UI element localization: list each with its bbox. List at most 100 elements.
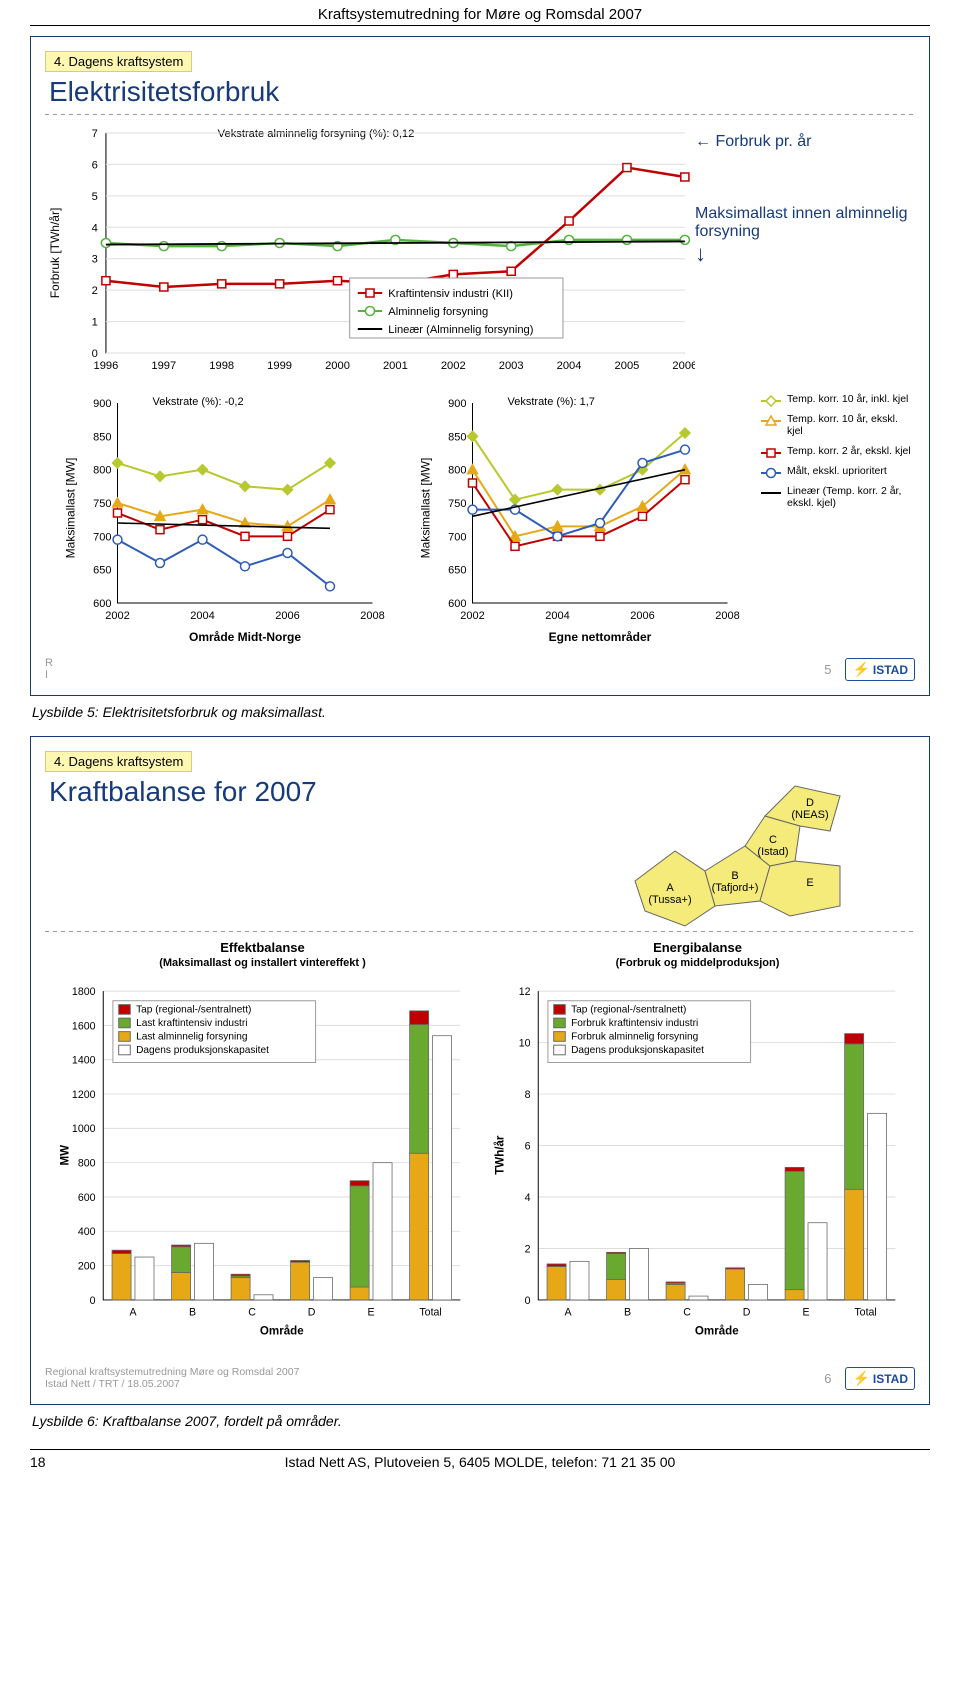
slide1-tag: 4. Dagens kraftsystem (45, 51, 192, 72)
svg-text:1998: 1998 (209, 360, 234, 372)
caption-6: Lysbilde 6: Kraftbalanse 2007, fordelt p… (32, 1413, 930, 1429)
annot-maksimallast: Maksimallast innen alminnelig forsyning … (695, 205, 915, 267)
slide1-title: Elektrisitetsforbruk (49, 76, 915, 108)
svg-text:12: 12 (519, 986, 531, 998)
svg-text:2004: 2004 (557, 360, 582, 372)
istad-logo-2: ⚡ISTAD (845, 1367, 915, 1390)
doc-header: Kraftsystemutredning for Møre og Romsdal… (30, 0, 930, 26)
svg-text:650: 650 (448, 565, 466, 577)
istad-logo: ⚡ISTAD (845, 658, 915, 681)
svg-text:Dagens produksjonskapasitet: Dagens produksjonskapasitet (571, 1045, 704, 1056)
svg-text:B: B (731, 870, 738, 882)
svg-text:Last alminnelig forsyning: Last alminnelig forsyning (136, 1031, 247, 1042)
svg-text:Tap (regional-/sentralnett): Tap (regional-/sentralnett) (136, 1004, 251, 1015)
svg-text:Maksimallast [MW]: Maksimallast [MW] (64, 458, 78, 559)
mini-chart-left: Vekstrate (%): -0,2Maksimallast [MW]6006… (45, 393, 400, 653)
svg-text:Last kraftintensiv industri: Last kraftintensiv industri (136, 1018, 247, 1029)
svg-text:600: 600 (93, 598, 111, 610)
right-sub: (Forbruk og middelproduksjon) (490, 957, 905, 969)
svg-text:Alminnelig forsyning: Alminnelig forsyning (388, 306, 488, 318)
svg-text:800: 800 (93, 465, 111, 477)
svg-text:2002: 2002 (460, 610, 484, 622)
slide2-tag: 4. Dagens kraftsystem (45, 751, 192, 772)
svg-text:200: 200 (78, 1260, 96, 1272)
svg-text:750: 750 (448, 498, 466, 510)
svg-text:2: 2 (92, 285, 98, 297)
svg-text:1999: 1999 (267, 360, 292, 372)
f1b: I (45, 669, 48, 681)
svg-text:2005: 2005 (615, 360, 640, 372)
svg-text:Egne nettområder: Egne nettområder (549, 630, 652, 644)
svg-text:Maksimallast [MW]: Maksimallast [MW] (419, 458, 433, 559)
slide2-num: 6 (824, 1371, 831, 1386)
svg-text:(Tafjord+): (Tafjord+) (712, 882, 759, 894)
svg-text:Område: Område (260, 1326, 304, 1338)
slide2-title: Kraftbalanse for 2007 (49, 776, 615, 808)
svg-text:Område Midt-Norge: Område Midt-Norge (189, 630, 301, 644)
region-map: A(Tussa+)B(Tafjord+)C(Istad)D(NEAS)E (615, 751, 915, 931)
svg-text:1600: 1600 (72, 1020, 96, 1032)
svg-text:C: C (769, 834, 777, 846)
svg-text:Tap (regional-/sentralnett): Tap (regional-/sentralnett) (571, 1004, 686, 1015)
svg-text:E: E (803, 1306, 810, 1318)
svg-text:Dagens produksjonskapasitet: Dagens produksjonskapasitet (136, 1045, 269, 1056)
page-number: 18 (30, 1454, 70, 1470)
page-footer: 18 Istad Nett AS, Plutoveien 5, 6405 MOL… (30, 1449, 930, 1470)
svg-text:0: 0 (525, 1295, 531, 1307)
svg-text:2002: 2002 (105, 610, 129, 622)
svg-text:2006: 2006 (630, 610, 654, 622)
svg-text:A: A (564, 1306, 572, 1318)
svg-text:B: B (189, 1306, 196, 1318)
svg-text:E: E (368, 1306, 375, 1318)
svg-text:2006: 2006 (275, 610, 299, 622)
svg-text:1000: 1000 (72, 1123, 96, 1135)
svg-text:C: C (248, 1306, 256, 1318)
slide2-footer-left: Regional kraftsystemutredning Møre og Ro… (45, 1366, 299, 1390)
svg-text:800: 800 (78, 1158, 96, 1170)
svg-text:2004: 2004 (190, 610, 214, 622)
svg-text:B: B (624, 1306, 631, 1318)
svg-text:2002: 2002 (441, 360, 466, 372)
svg-text:2003: 2003 (499, 360, 524, 372)
svg-text:2008: 2008 (715, 610, 739, 622)
svg-text:A: A (129, 1306, 137, 1318)
annot-maksimallast-text: Maksimallast innen alminnelig forsyning (695, 205, 908, 240)
svg-text:8: 8 (525, 1089, 531, 1101)
svg-text:Vekstrate (%): -0,2: Vekstrate (%): -0,2 (153, 396, 244, 408)
svg-text:D: D (308, 1306, 316, 1318)
bar-chart-left: Effektbalanse (Maksimallast og installer… (45, 940, 480, 1360)
svg-text:D: D (743, 1306, 751, 1318)
mini-legend: Temp. korr. 10 år, inkl. kjelTemp. korr.… (755, 393, 915, 653)
svg-text:600: 600 (448, 598, 466, 610)
svg-text:1800: 1800 (72, 986, 96, 998)
svg-text:Lineær (Alminnelig forsyning): Lineær (Alminnelig forsyning) (388, 324, 533, 336)
svg-text:800: 800 (448, 465, 466, 477)
svg-text:10: 10 (519, 1037, 531, 1049)
svg-text:2004: 2004 (545, 610, 569, 622)
svg-text:7: 7 (92, 128, 98, 140)
slide1-num: 5 (824, 662, 831, 677)
svg-text:C: C (683, 1306, 691, 1318)
separator (45, 114, 915, 115)
f1a: R (45, 657, 53, 669)
svg-text:4: 4 (525, 1192, 531, 1204)
left-title: Effektbalanse (55, 940, 470, 955)
svg-text:900: 900 (93, 398, 111, 410)
svg-text:2001: 2001 (383, 360, 408, 372)
svg-text:400: 400 (78, 1226, 96, 1238)
svg-text:850: 850 (448, 431, 466, 443)
svg-text:2000: 2000 (325, 360, 350, 372)
svg-text:2: 2 (525, 1243, 531, 1255)
svg-text:Forbruk kraftintensiv industri: Forbruk kraftintensiv industri (571, 1018, 698, 1029)
svg-text:Vekstrate alminnelig forsyning: Vekstrate alminnelig forsyning (%): 0,12 (218, 128, 415, 140)
svg-text:D: D (806, 797, 814, 809)
svg-text:(NEAS): (NEAS) (791, 809, 828, 821)
svg-text:Total: Total (419, 1306, 441, 1318)
top-line-chart: Vekstrate alminnelig forsyning (%): 0,12… (45, 123, 695, 383)
svg-text:Total: Total (854, 1306, 876, 1318)
svg-text:2008: 2008 (360, 610, 384, 622)
svg-text:600: 600 (78, 1192, 96, 1204)
separator2 (45, 931, 915, 932)
annot-forbruk: Forbruk pr. år (695, 133, 915, 151)
svg-text:Forbruk alminnelig forsyning: Forbruk alminnelig forsyning (571, 1031, 698, 1042)
